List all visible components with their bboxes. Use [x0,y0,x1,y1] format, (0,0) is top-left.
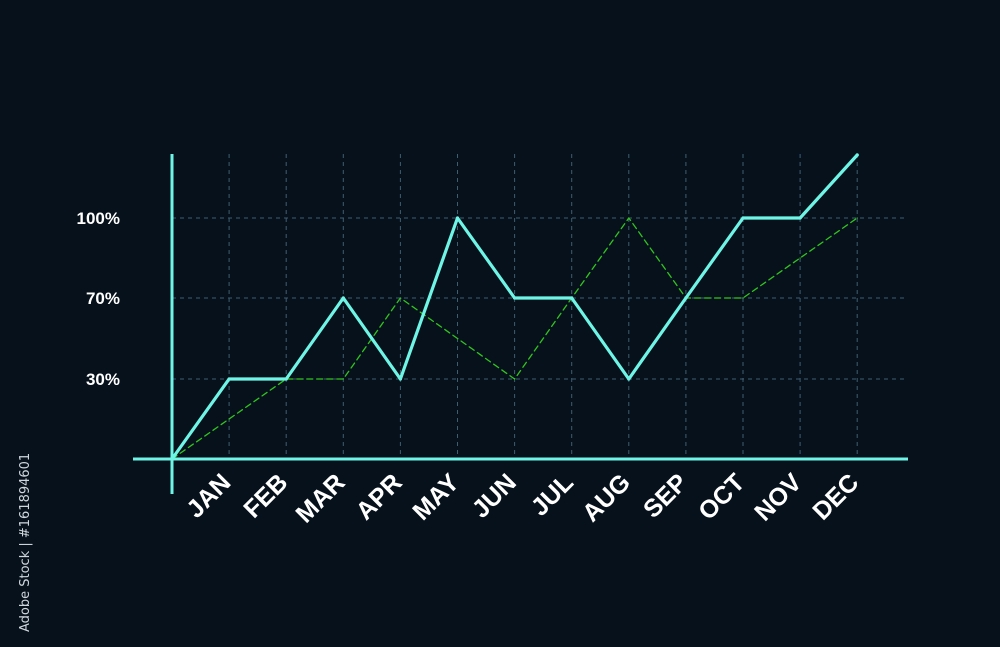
data-point-dashed-may [456,337,459,340]
data-point-solid-jan [227,377,231,381]
data-point-solid-nov [798,216,802,220]
data-point-dashed-jun [514,378,516,380]
side-credit-text: Adobe Stock | #161894601 [18,453,33,632]
data-point-solid-dec [855,153,859,157]
data-point-dashed-aug [628,217,630,219]
grid [172,154,908,459]
y-tick-labels: 30% 70% 100% [77,209,120,389]
data-point-dashed-mar [342,378,344,380]
data-point-solid-jun [513,296,517,300]
data-point-solid-mar [341,296,345,300]
data-point-solid-jul [570,296,574,300]
y-tick-label-30: 30% [86,370,120,389]
y-tick-label-70: 70% [86,289,120,308]
data-point-dashed-jan [228,418,230,420]
data-point-solid-apr [398,377,402,381]
data-point-dashed-apr [399,297,401,299]
data-point-solid-sep [684,296,688,300]
data-point-dashed-oct [742,297,744,299]
data-point-solid-feb [284,377,288,381]
data-point-dashed-dec [856,217,858,219]
y-tick-label-100: 100% [77,209,120,228]
series [170,153,859,461]
data-point-solid-may [455,216,460,220]
data-point-dashed-nov [799,257,801,259]
axes [133,154,908,494]
data-point-solid-oct [741,216,745,220]
data-point-solid-aug [627,377,631,381]
